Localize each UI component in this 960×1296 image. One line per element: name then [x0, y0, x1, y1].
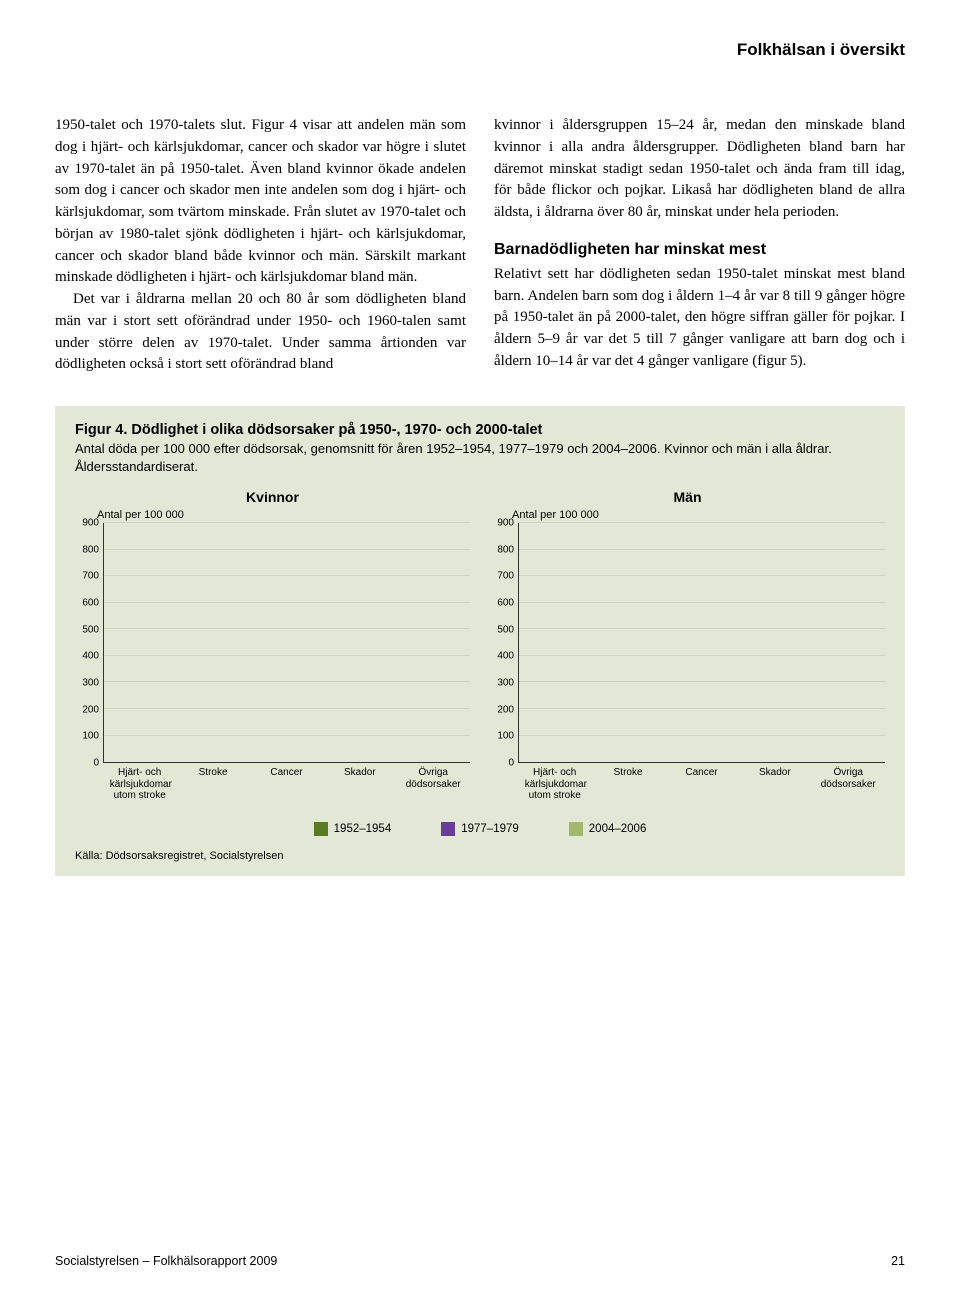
page-footer: Socialstyrelsen – Folkhälsorapport 2009 …	[55, 1254, 905, 1268]
y-tick: 100	[497, 731, 514, 742]
legend-swatch	[569, 822, 583, 836]
chart-kvinnor-heading: Kvinnor	[75, 489, 470, 505]
y-tick: 800	[82, 544, 99, 555]
y-tick: 400	[497, 651, 514, 662]
legend-item: 1952–1954	[314, 822, 392, 836]
right-p2: Relativt sett har dödligheten sedan 1950…	[494, 264, 905, 373]
body-columns: 1950-talet och 1970-talets slut. Figur 4…	[55, 115, 905, 376]
section-header: Folkhälsan i översikt	[55, 40, 905, 60]
y-tick: 900	[82, 518, 99, 529]
y-tick: 900	[497, 518, 514, 529]
left-p2: Det var i åldrarna mellan 20 och 80 år s…	[55, 289, 466, 376]
legend-item: 1977–1979	[441, 822, 519, 836]
y-tick: 0	[508, 758, 514, 769]
x-label: Skador	[330, 767, 390, 802]
y-tick: 100	[82, 731, 99, 742]
x-label: Cancer	[671, 767, 731, 802]
legend-item: 2004–2006	[569, 822, 647, 836]
y-tick: 400	[82, 651, 99, 662]
y-tick: 700	[82, 571, 99, 582]
chart-man: Män Antal per 100 000 0 100 200 300 400 500 60…	[490, 489, 885, 802]
y-tick: 300	[82, 678, 99, 689]
right-column: kvinnor i åldersgruppen 15–24 år, medan …	[494, 115, 905, 376]
chart-legend: 1952–1954 1977–1979 2004–2006	[75, 822, 885, 836]
legend-label: 1952–1954	[334, 823, 392, 835]
x-label: Skador	[745, 767, 805, 802]
x-label: Hjärt- och kärlsjukdomar utom stroke	[525, 767, 585, 802]
legend-label: 2004–2006	[589, 823, 647, 835]
y-tick: 700	[497, 571, 514, 582]
figure-title: Figur 4. Dödlighet i olika dödsorsaker p…	[75, 422, 885, 438]
legend-label: 1977–1979	[461, 823, 519, 835]
figure-source: Källa: Dödsorsaksregistret, Socialstyrel…	[75, 850, 885, 862]
chart-ylabel: Antal per 100 000	[512, 509, 885, 521]
x-label: Övriga dödsorsaker	[818, 767, 878, 802]
y-tick: 500	[82, 624, 99, 635]
x-label: Övriga dödsorsaker	[403, 767, 463, 802]
chart-man-heading: Män	[490, 489, 885, 505]
legend-swatch	[441, 822, 455, 836]
y-tick: 200	[82, 704, 99, 715]
y-tick: 200	[497, 704, 514, 715]
left-column: 1950-talet och 1970-talets slut. Figur 4…	[55, 115, 466, 376]
x-label: Stroke	[183, 767, 243, 802]
y-tick: 500	[497, 624, 514, 635]
left-p1: 1950-talet och 1970-talets slut. Figur 4…	[55, 115, 466, 289]
x-label: Stroke	[598, 767, 658, 802]
y-tick: 600	[497, 598, 514, 609]
footer-pagenum: 21	[891, 1254, 905, 1268]
chart-kvinnor: Kvinnor Antal per 100 000 0 100 200 300 400 5…	[75, 489, 470, 802]
right-heading: Barnadödligheten har minskat mest	[494, 238, 905, 261]
x-label: Hjärt- och kärlsjukdomar utom stroke	[110, 767, 170, 802]
chart-ylabel: Antal per 100 000	[97, 509, 470, 521]
y-tick: 300	[497, 678, 514, 689]
y-tick: 600	[82, 598, 99, 609]
y-tick: 800	[497, 544, 514, 555]
figure-4: Figur 4. Dödlighet i olika dödsorsaker p…	[55, 406, 905, 876]
legend-swatch	[314, 822, 328, 836]
right-p1: kvinnor i åldersgruppen 15–24 år, medan …	[494, 115, 905, 224]
y-tick: 0	[93, 758, 99, 769]
figure-subtitle: Antal döda per 100 000 efter dödsorsak, …	[75, 440, 885, 475]
x-label: Cancer	[256, 767, 316, 802]
footer-left: Socialstyrelsen – Folkhälsorapport 2009	[55, 1254, 277, 1268]
